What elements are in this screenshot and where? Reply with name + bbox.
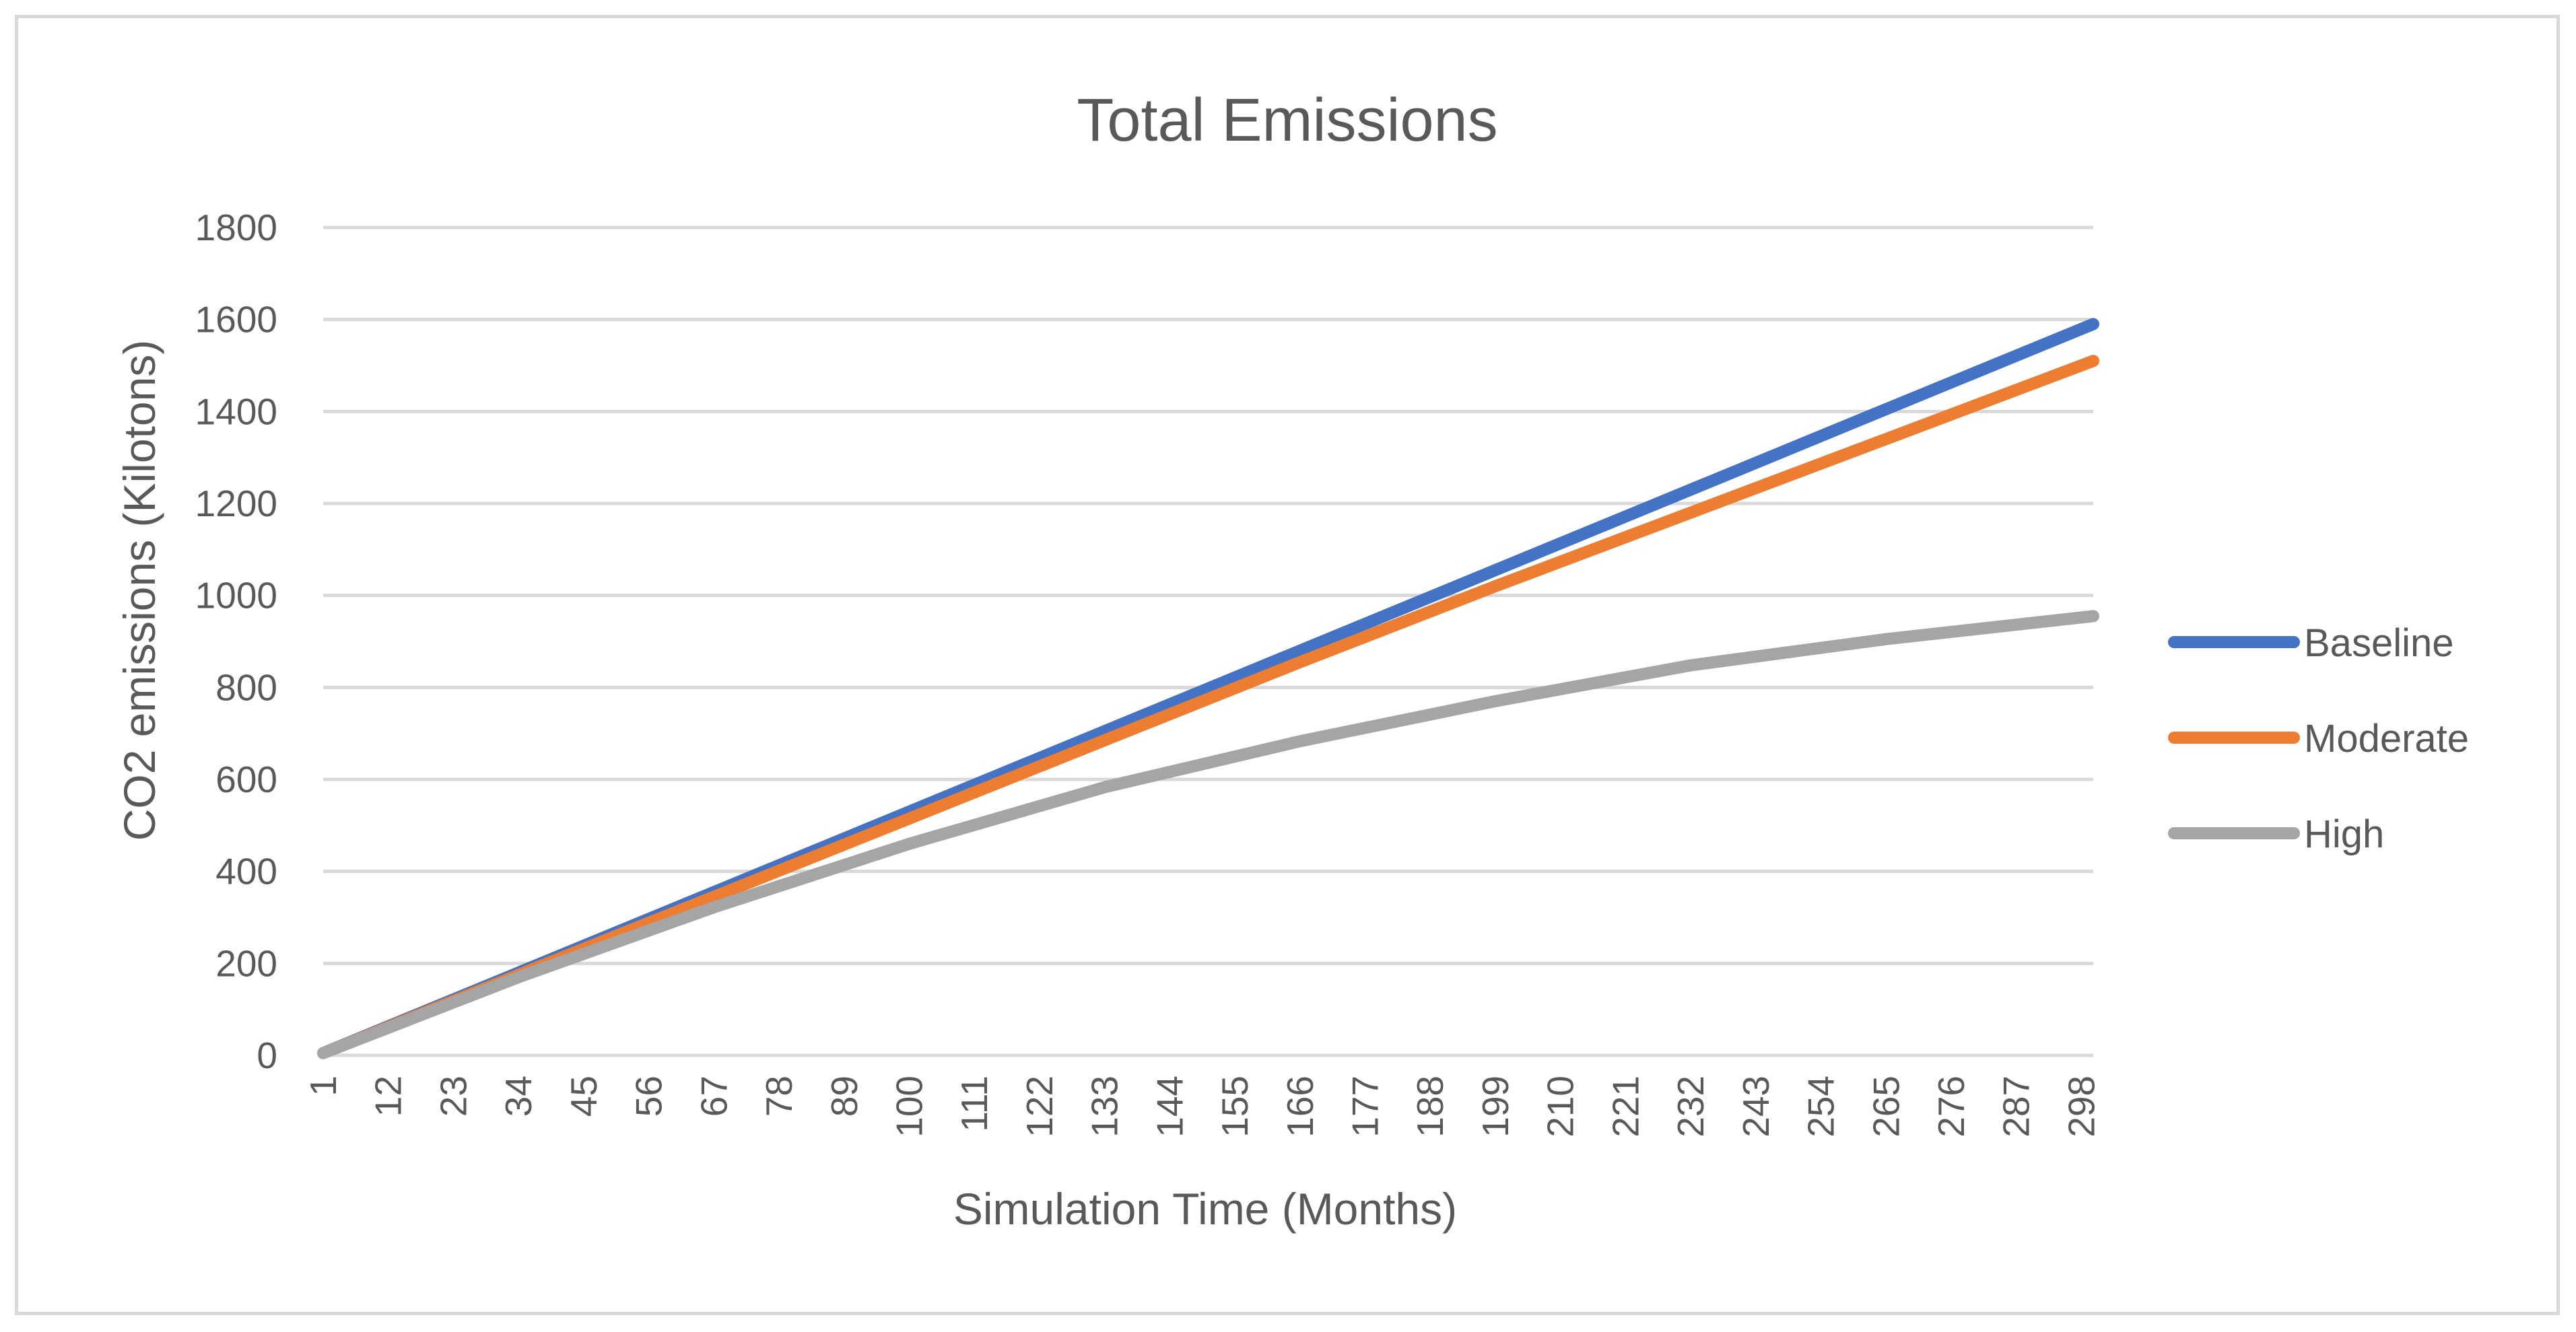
x-tick-label: 155 xyxy=(1214,1076,1256,1137)
y-tick-label: 1000 xyxy=(195,575,277,617)
y-tick-label: 1400 xyxy=(195,390,277,432)
y-tick-label: 600 xyxy=(215,759,277,800)
x-tick-label: 265 xyxy=(1865,1076,1907,1137)
line-chart: Total Emissions 0 200 400 600 800 1000 1200 140… xyxy=(114,87,2469,1234)
y-tick-label: 200 xyxy=(215,942,277,984)
y-tick-label: 400 xyxy=(215,851,277,892)
x-tick-label: 199 xyxy=(1475,1076,1516,1137)
x-tick-label: 1 xyxy=(302,1076,344,1096)
x-axis-title: Simulation Time (Months) xyxy=(953,1184,1457,1234)
x-tick-label: 276 xyxy=(1930,1076,1972,1137)
chart-frame: Total Emissions 0 200 400 600 800 1000 1200 140… xyxy=(15,15,2560,1315)
x-tick-label: 34 xyxy=(498,1076,539,1117)
x-tick-label: 287 xyxy=(1996,1076,2037,1137)
x-tick-label: 100 xyxy=(888,1076,930,1137)
legend: Baseline Moderate High xyxy=(2168,621,2469,856)
x-tick-label: 67 xyxy=(693,1076,735,1117)
y-tick-label: 1200 xyxy=(195,483,277,524)
x-tick-label: 144 xyxy=(1149,1076,1190,1137)
x-tick-label: 232 xyxy=(1670,1076,1711,1137)
x-tick-label: 45 xyxy=(563,1076,605,1117)
legend-label-moderate: Moderate xyxy=(2304,717,2469,761)
y-tick-label: 0 xyxy=(257,1035,277,1076)
x-tick-label: 254 xyxy=(1800,1076,1842,1137)
y-axis-ticks: 0 200 400 600 800 1000 1200 1400 1600 1800 xyxy=(195,207,277,1076)
x-tick-label: 23 xyxy=(432,1076,474,1117)
x-tick-label: 221 xyxy=(1604,1076,1646,1137)
y-axis-title: CO2 emissions (Kilotons) xyxy=(114,340,164,841)
y-tick-label: 1600 xyxy=(195,299,277,341)
y-tick-label: 800 xyxy=(215,666,277,708)
x-tick-label: 133 xyxy=(1084,1076,1126,1137)
x-tick-label: 56 xyxy=(628,1076,670,1117)
x-tick-label: 166 xyxy=(1279,1076,1321,1137)
legend-label-high: High xyxy=(2304,812,2384,856)
x-tick-label: 12 xyxy=(368,1076,409,1117)
x-tick-label: 78 xyxy=(758,1076,800,1117)
chart-title: Total Emissions xyxy=(1077,87,1497,154)
x-tick-label: 111 xyxy=(953,1076,995,1132)
y-tick-label: 1800 xyxy=(195,207,277,248)
x-tick-label: 89 xyxy=(823,1076,865,1117)
x-tick-label: 298 xyxy=(2060,1076,2102,1137)
x-tick-label: 243 xyxy=(1735,1076,1777,1137)
x-tick-label: 188 xyxy=(1409,1076,1451,1137)
legend-label-baseline: Baseline xyxy=(2304,621,2453,665)
x-tick-label: 122 xyxy=(1019,1076,1060,1137)
x-tick-label: 177 xyxy=(1345,1076,1386,1137)
x-axis-ticks: 1 12 23 34 45 56 67 78 89 100 111 122 133 144 155 166 17… xyxy=(302,1076,2102,1137)
x-tick-label: 210 xyxy=(1540,1076,1582,1137)
series-lines xyxy=(317,318,2099,1059)
series-line-high xyxy=(317,610,2099,1059)
